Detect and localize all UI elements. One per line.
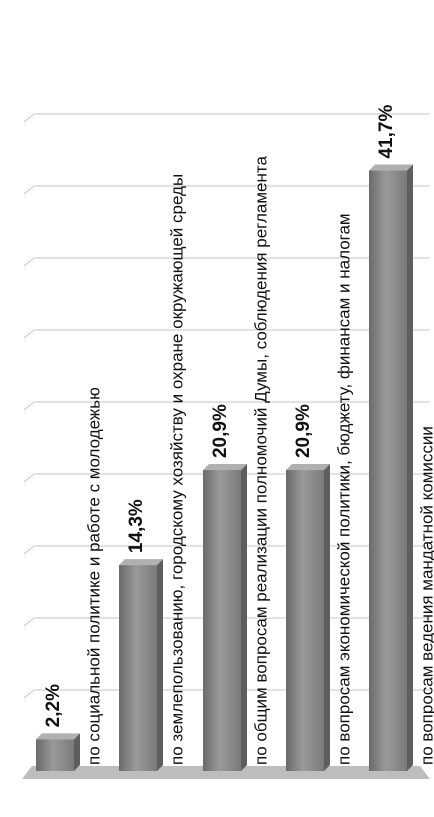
bar (286, 470, 324, 771)
category-label: по общим вопросам реализации полномочий … (251, 156, 270, 765)
category-label: по землепользованию, городскому хозяйств… (167, 174, 186, 765)
bar-side (157, 559, 163, 771)
bar (369, 170, 407, 771)
bar-top (119, 559, 163, 566)
bar-side (74, 733, 80, 771)
gridline-tick (23, 473, 35, 483)
category-label: по вопросам ведения мандатной комиссии (417, 426, 434, 765)
gridline-tick (23, 617, 35, 627)
bar-side (407, 164, 413, 771)
bar-side (324, 464, 330, 771)
bar (203, 470, 241, 771)
gridline-tick (23, 185, 35, 195)
value-label: 2,2% (43, 684, 64, 727)
category-label: по социальной политике и работе с молоде… (84, 387, 103, 765)
gridline-tick (23, 257, 35, 267)
gridline-tick (23, 329, 35, 339)
bars (36, 164, 413, 771)
bar-top (369, 164, 413, 171)
bar-top (203, 464, 247, 471)
category-label: по вопросам экономической политики, бюдж… (334, 213, 353, 765)
bar-top (286, 464, 330, 471)
gridline-tick (23, 113, 35, 123)
value-label: 14,3% (126, 499, 147, 553)
bar (119, 565, 157, 771)
gridline-tick (23, 401, 35, 411)
gridline-tick (23, 545, 35, 555)
value-label: 20,9% (293, 404, 314, 458)
value-label: 20,9% (210, 404, 231, 458)
bar (36, 739, 74, 771)
value-label: 41,7% (376, 105, 397, 159)
gridline-tick (23, 689, 35, 699)
bar-top (36, 733, 80, 740)
bar-side (241, 464, 247, 771)
labels: 2,2% по социальной политике и работе с мо… (43, 105, 434, 765)
